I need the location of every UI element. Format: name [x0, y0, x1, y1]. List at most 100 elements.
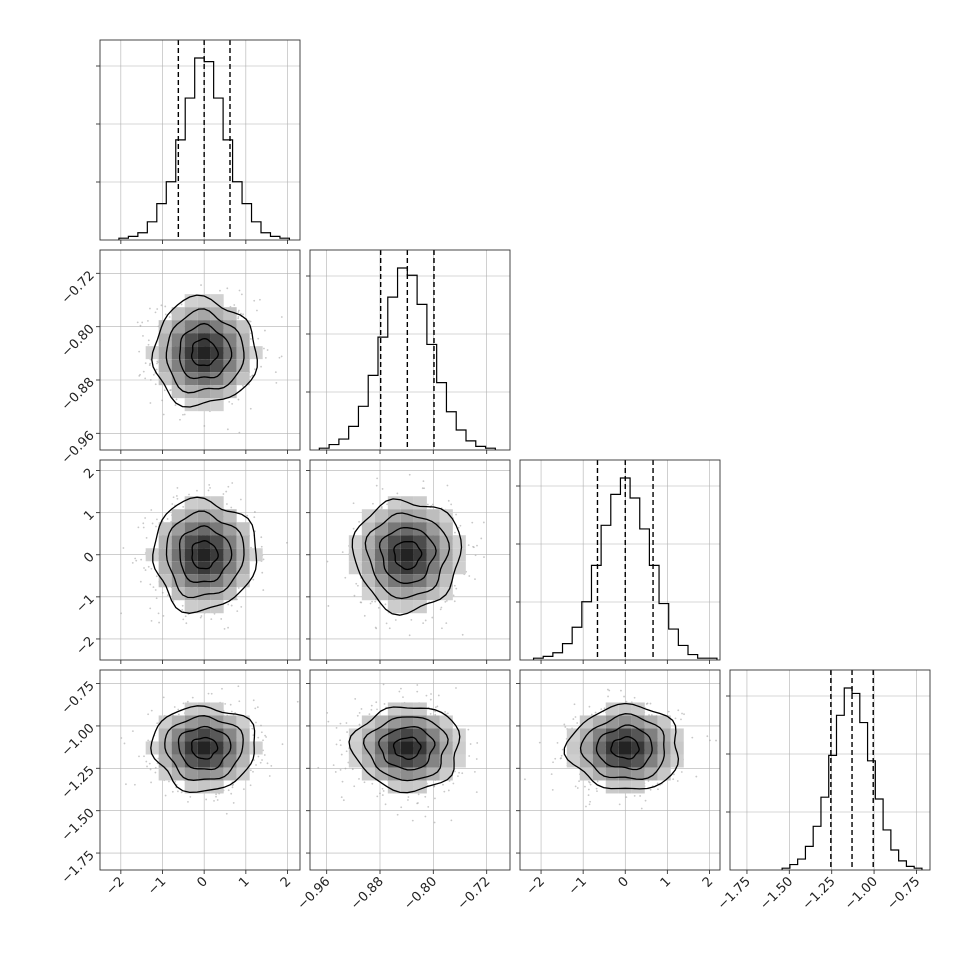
sample-point	[237, 685, 240, 688]
sample-point	[394, 619, 397, 621]
sample-point	[138, 350, 141, 353]
sample-point	[161, 399, 164, 402]
sample-point	[155, 597, 158, 600]
density-bin	[171, 509, 185, 523]
sample-point	[171, 790, 174, 793]
sample-point	[454, 531, 456, 534]
density-bin	[184, 346, 198, 360]
scatter-panel-3-1	[317, 683, 479, 824]
sample-point	[188, 493, 190, 496]
sample-point	[154, 383, 157, 386]
sample-point	[182, 505, 185, 508]
sample-point	[618, 803, 621, 806]
sample-point	[145, 536, 148, 539]
sample-point	[424, 619, 427, 622]
sample-point	[237, 309, 240, 312]
sample-point	[179, 418, 181, 421]
sample-point	[182, 413, 184, 416]
sample-point	[340, 753, 343, 756]
sample-point	[150, 619, 153, 622]
sample-point	[263, 347, 265, 350]
sample-point	[603, 707, 606, 710]
sample-point	[457, 526, 460, 529]
x-tick-label-p3-4: −0.75	[884, 874, 923, 913]
sample-point	[640, 807, 643, 810]
sample-point	[408, 634, 411, 637]
sample-point	[181, 608, 184, 611]
sample-point	[252, 699, 255, 702]
density-bin	[171, 385, 185, 399]
density-bin	[158, 535, 172, 549]
x-tick-label-p2-2: 0	[616, 874, 632, 890]
y-tick-label-p3-4: −0.75	[59, 679, 98, 718]
sample-point	[667, 710, 670, 713]
sample-point	[416, 690, 419, 693]
sample-point	[176, 497, 179, 500]
sample-point	[177, 708, 180, 711]
y-tick-label-p2-3: 1	[81, 508, 97, 524]
scatter-panel-3-0	[120, 685, 299, 815]
sample-point	[262, 558, 265, 561]
sample-point	[138, 374, 141, 377]
sample-point	[374, 626, 377, 629]
sample-point	[584, 785, 586, 788]
x-tick-label-p3-1: −1.50	[757, 874, 796, 913]
sample-point	[587, 788, 590, 791]
density-bin	[223, 587, 237, 601]
sample-point	[255, 764, 257, 766]
sample-point	[358, 778, 360, 780]
y-tick-label-p3-2: −1.25	[59, 763, 98, 802]
sample-point	[221, 687, 223, 690]
density-bin	[210, 600, 224, 614]
sample-point	[339, 722, 342, 725]
sample-point	[339, 744, 342, 747]
x-tick-label-p2-3: 1	[658, 874, 674, 890]
sample-point	[184, 615, 187, 618]
contour-level-3	[348, 706, 461, 794]
histogram-step-1	[318, 267, 496, 450]
sample-point	[210, 692, 213, 695]
sample-point	[709, 739, 711, 742]
sample-point	[150, 781, 152, 784]
density-bin	[387, 600, 401, 614]
sample-point	[164, 313, 167, 316]
density-bin	[210, 398, 224, 412]
sample-point	[475, 791, 478, 794]
sample-point	[607, 695, 609, 698]
sample-point	[260, 724, 262, 727]
density-bin	[426, 561, 440, 575]
density-bin	[426, 754, 440, 768]
sample-point	[454, 770, 456, 773]
sample-point	[421, 487, 424, 490]
sample-point	[173, 706, 176, 708]
sample-point	[189, 795, 192, 798]
sample-point	[257, 736, 260, 739]
density-bin	[184, 767, 198, 781]
sample-point	[639, 795, 641, 797]
density-bin	[158, 548, 172, 562]
density-bin	[387, 702, 401, 716]
sample-point	[339, 739, 341, 742]
sample-point	[434, 713, 437, 716]
panel-frame-0-0	[99, 39, 301, 241]
sample-point	[125, 783, 127, 786]
sample-point	[227, 789, 230, 792]
sample-point	[231, 786, 234, 789]
sample-point	[238, 431, 241, 434]
contour-level-2	[364, 512, 451, 600]
sample-point	[676, 780, 679, 782]
grid-1-0	[100, 250, 300, 450]
density-bin	[210, 548, 224, 562]
sample-point	[274, 371, 277, 374]
sample-point	[146, 765, 148, 768]
sample-point	[162, 614, 165, 617]
sample-point	[156, 518, 158, 521]
density-bin	[210, 359, 224, 373]
sample-point	[230, 506, 233, 509]
sample-point	[270, 764, 273, 767]
contour-level-2	[165, 510, 245, 599]
sample-point	[585, 805, 587, 808]
sample-point	[156, 308, 159, 310]
contour-level-1	[178, 322, 233, 380]
sample-point	[385, 622, 388, 625]
